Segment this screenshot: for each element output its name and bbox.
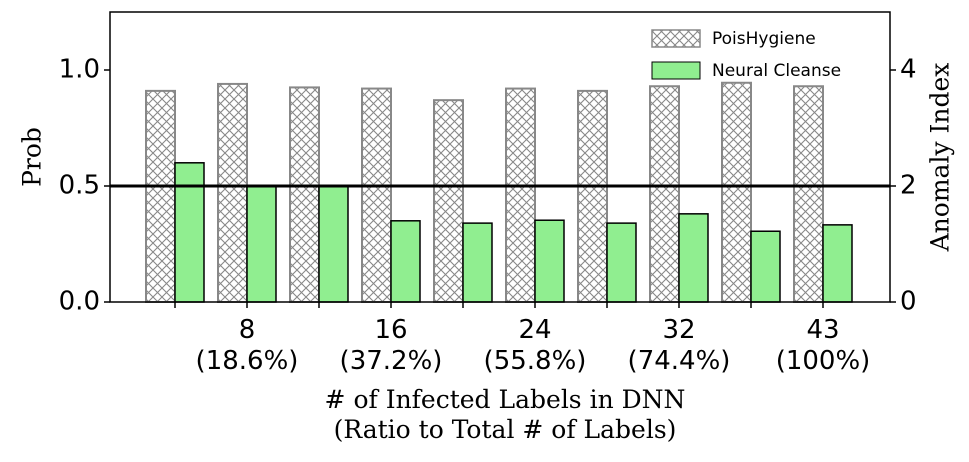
bar: [822, 224, 853, 303]
x-tick-label: 16 (37.2%): [340, 315, 443, 376]
y-tick-label: 0.0: [59, 287, 100, 317]
bar: [721, 81, 752, 304]
y-axis-label: Prob: [18, 127, 47, 187]
bar: [505, 87, 536, 303]
y2-tick-label: 2: [900, 171, 917, 201]
y2-tick-label: 0: [900, 287, 917, 317]
y-tick-label: 0.5: [59, 171, 100, 201]
bar: [361, 87, 392, 303]
legend-swatch: [651, 29, 701, 48]
x-tick-label: 32 (74.4%): [628, 315, 731, 376]
bar: [793, 85, 824, 303]
bar: [577, 89, 608, 303]
bar: [649, 85, 680, 303]
bar: [678, 213, 709, 303]
bar: [606, 222, 637, 303]
bar: [246, 185, 277, 303]
legend-label: PoisHygiene: [712, 29, 816, 49]
bar: [217, 82, 248, 303]
bar: [318, 185, 349, 303]
bar: [174, 162, 205, 303]
bar: [289, 86, 320, 304]
bar: [390, 220, 421, 303]
bar: [462, 222, 493, 303]
y2-axis-label: Anomaly Index: [926, 63, 955, 253]
x-tick-label: 24 (55.8%): [484, 315, 587, 376]
bar: [433, 99, 464, 303]
legend-label: Neural Cleanse: [712, 61, 841, 81]
x-tick-label: 43 (100%): [776, 315, 871, 376]
bar: [145, 89, 176, 303]
legend-swatch: [651, 61, 701, 80]
plot-frame: [109, 11, 891, 303]
bar: [750, 230, 781, 303]
y2-tick-label: 4: [900, 55, 917, 85]
y-tick-label: 1.0: [59, 55, 100, 85]
x-axis-label: # of Infected Labels in DNN (Ratio to Tot…: [325, 385, 686, 444]
x-tick-label: 8 (18.6%): [196, 315, 299, 376]
bar: [534, 219, 565, 303]
